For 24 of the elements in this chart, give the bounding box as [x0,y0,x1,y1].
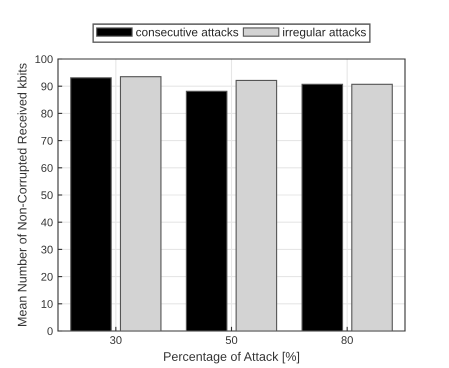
legend-label: consecutive attacks [136,28,238,36]
y-tick-label: 90 [41,82,53,90]
x-axis-title: Percentage of Attack [%] [164,352,300,364]
y-tick-label: 50 [41,191,53,200]
y-tick-label: 80 [41,110,53,118]
x-tick-label: 80 [341,336,353,344]
y-tick-label: 30 [41,246,53,254]
x-tick-label: 30 [110,336,122,344]
y-tick-label: 20 [41,272,53,281]
y-tick-label: 10 [42,300,53,308]
y-tick-label: 0 [47,327,53,336]
x-tick-label: 50 [226,336,238,344]
bar [120,76,162,331]
y-tick-label: 100 [35,55,53,64]
y-tick-label: 40 [41,218,53,226]
bar [302,84,344,331]
y-axis-title: Mean Number of Non-Corrupted Received kbits [17,63,30,326]
bar [186,90,228,331]
bar [70,77,112,331]
legend-label: irregular attacks [283,28,366,39]
y-tick-label: 70 [41,136,53,145]
y-tick-label: 60 [41,164,53,172]
bar [351,84,393,331]
bar [236,80,278,331]
